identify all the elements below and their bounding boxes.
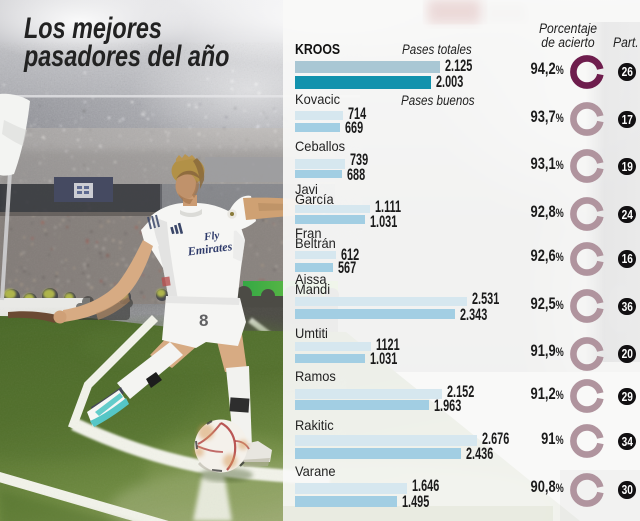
- svg-text:8: 8: [199, 311, 208, 330]
- svg-text:Fly: Fly: [202, 230, 220, 244]
- svg-text:Emirates: Emirates: [186, 239, 233, 259]
